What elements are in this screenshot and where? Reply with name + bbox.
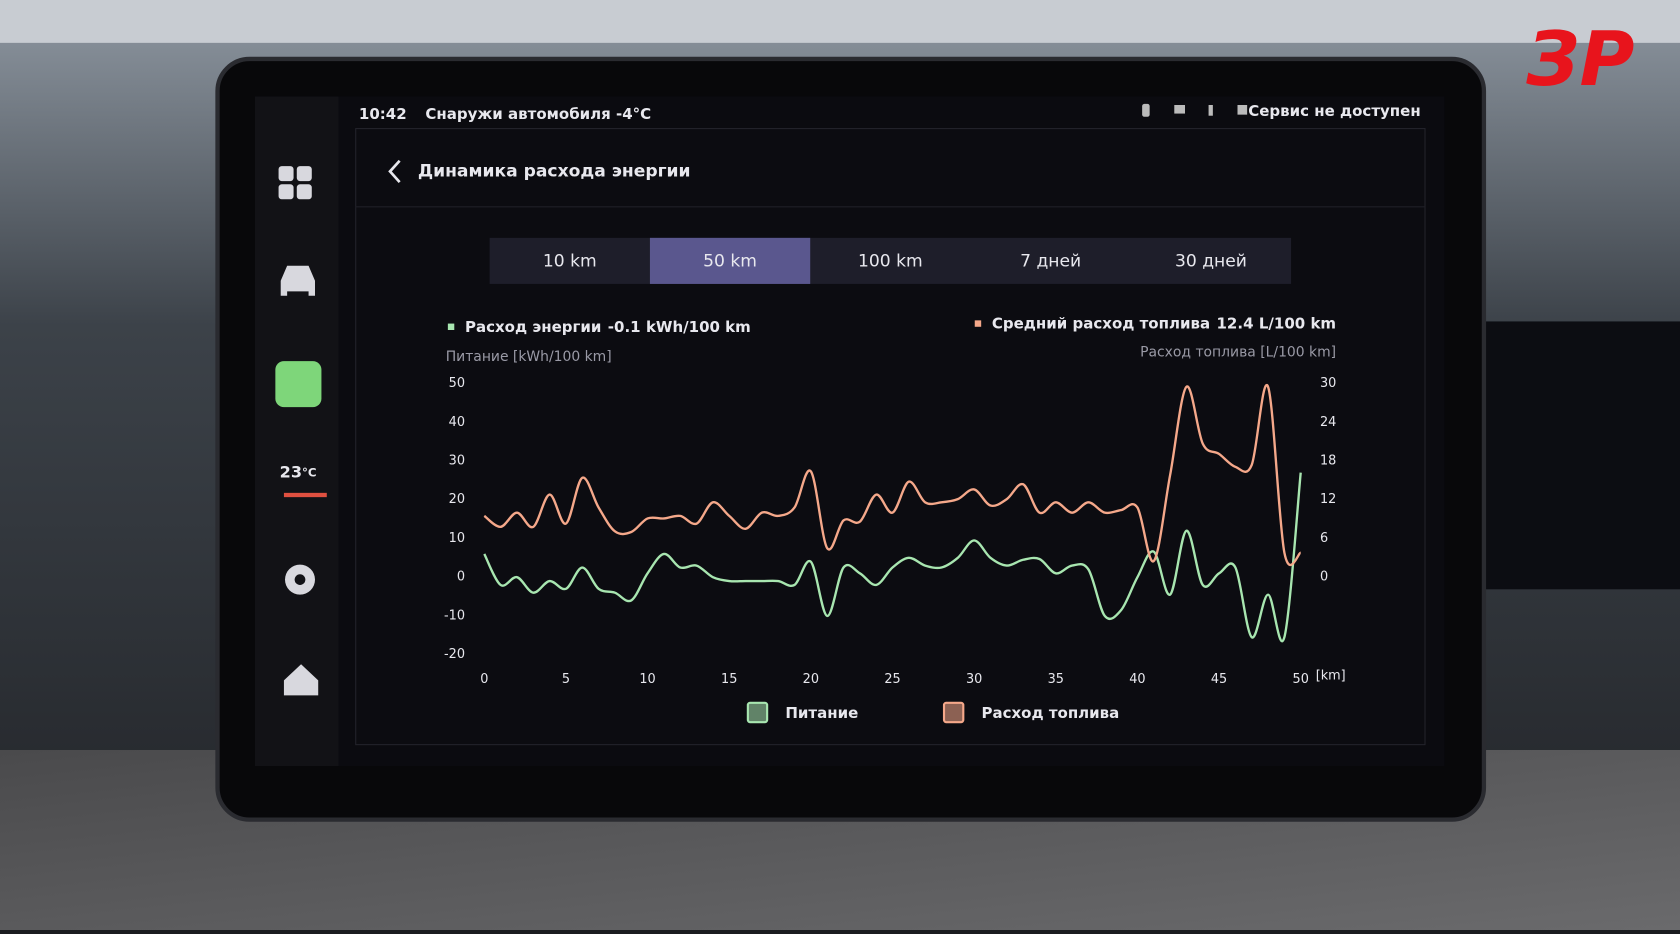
y-tick-label: 30	[449, 454, 465, 469]
tab[interactable]: 100 km	[858, 251, 923, 271]
clock: 10:42	[359, 105, 407, 123]
outside-temp: Снаружи автомобиля -4°C	[425, 105, 651, 123]
windshield	[0, 0, 1680, 43]
summary-value: 12.4	[1217, 314, 1254, 332]
media-icon[interactable]	[275, 361, 322, 408]
tab[interactable]: 50 km	[703, 251, 757, 271]
home-icon[interactable]	[283, 664, 319, 696]
data-line	[483, 472, 1302, 643]
x-tick-label: 20	[803, 672, 819, 687]
x-tick-label: 30	[966, 672, 982, 687]
y2-tick-label: 24	[1320, 415, 1336, 430]
x-tick-label: 10	[639, 672, 655, 687]
x-tick-label: 0	[480, 672, 488, 687]
y-tick-label: 0	[457, 570, 465, 585]
temp-bar	[283, 492, 327, 498]
summary-value: -0.1	[608, 317, 641, 335]
legend-label: Расход топлива	[982, 704, 1120, 722]
x-tick-label: 45	[1211, 672, 1227, 687]
cabin-temp: 23°C	[280, 462, 317, 481]
summary-marker	[974, 320, 982, 327]
chart: Расход энергии -0.1 kWh/100 km Средний расх…	[444, 314, 1346, 724]
y2-tick-label: 30	[1320, 376, 1336, 391]
page-title: Динамика расхода энергии	[418, 161, 691, 181]
y2-tick-label: 18	[1320, 454, 1336, 469]
car-icon[interactable]	[280, 265, 315, 296]
sidebar	[255, 96, 339, 767]
apps-icon[interactable]	[278, 166, 312, 200]
tab-track	[489, 237, 1292, 284]
tab[interactable]: 7 дней	[1020, 251, 1081, 271]
summary-label: Средний расход топлива	[992, 314, 1210, 332]
summary: Средний расход топлива 12.4 L/100 km	[992, 314, 1336, 332]
x-tick-label: 35	[1048, 672, 1064, 687]
legend-swatch	[942, 701, 965, 724]
y2-tick-label: 6	[1320, 531, 1328, 546]
y-tick-label: 50	[449, 376, 465, 391]
summary-unit: L/100 km	[1259, 314, 1336, 332]
service-status: Сервис не доступен	[1248, 102, 1420, 120]
summary-unit: kWh/100 km	[646, 317, 751, 335]
summary-label: Расход энергии	[465, 317, 601, 335]
summary: Расход энергии -0.1 kWh/100 km	[465, 317, 751, 335]
y-axis-label: Питание [kWh/100 km]	[446, 349, 612, 365]
y-tick-label: -20	[444, 647, 465, 662]
tab-bar: 10 km 50 km 100 km 7 дней 30 дней	[489, 237, 1292, 284]
y2-axis-label: Расход топлива [L/100 km]	[1140, 345, 1336, 361]
status-icons	[1142, 103, 1248, 117]
data-line	[483, 383, 1302, 566]
temp-unit: °C	[302, 465, 317, 479]
y-tick-label: 40	[449, 415, 465, 430]
y2-tick-label: 12	[1320, 492, 1336, 507]
summary-marker	[447, 323, 455, 330]
x-tick-label: 15	[721, 672, 737, 687]
y-tick-label: 10	[449, 531, 465, 546]
y-tick-label: 20	[449, 492, 465, 507]
legend-swatch	[746, 701, 769, 724]
x-tick-label: 5	[562, 672, 570, 687]
tab-active-bg	[649, 237, 811, 284]
legend-label: Питание	[785, 704, 858, 722]
content-panel	[355, 128, 1426, 746]
x-axis-label: [km]	[1316, 669, 1346, 684]
y2-tick-label: 0	[1320, 570, 1328, 585]
back-button[interactable]	[388, 159, 401, 184]
temp-value: 23	[280, 462, 302, 481]
y-tick-label: -10	[444, 608, 465, 623]
watermark: ЗР	[1525, 15, 1634, 103]
ambient-panel	[1483, 321, 1680, 590]
tab[interactable]: 10 km	[543, 251, 597, 271]
x-tick-label: 40	[1129, 672, 1145, 687]
tab[interactable]: 30 дней	[1175, 251, 1247, 271]
x-tick-label: 25	[884, 672, 900, 687]
x-tick-label: 50	[1293, 672, 1309, 687]
